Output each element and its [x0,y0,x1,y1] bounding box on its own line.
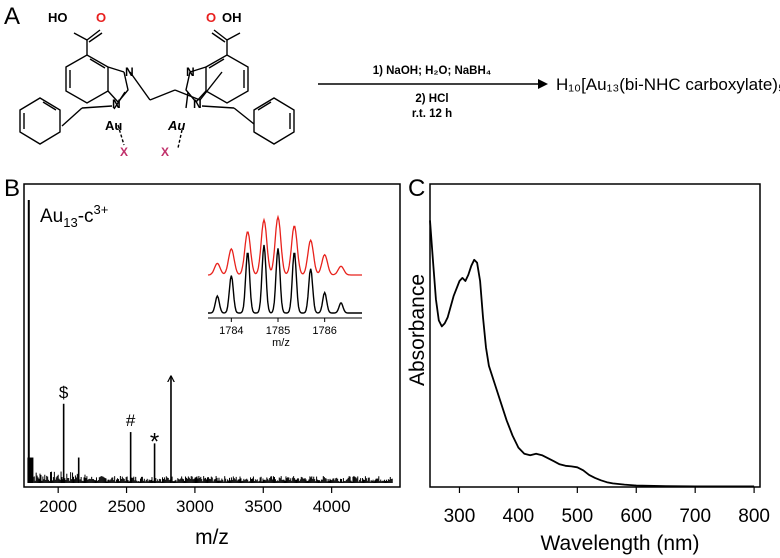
main-peak-label: Au13-c3+ [40,202,108,230]
n-label: N [112,97,121,111]
uv-plot-frame [429,183,761,488]
reaction-arrow [318,79,548,89]
ms-x-tick-label: 2500 [108,497,146,516]
propyl-link [129,71,151,101]
inset-x-tick-label: 1784 [219,325,243,337]
inset-x-tick-label: 1785 [266,325,290,337]
uv-x-tick-label: 500 [561,506,593,527]
ms-x-tick-label: 3500 [244,497,282,516]
left-au-label: Au [105,118,122,133]
panel-label-a: A [4,3,20,30]
uv-x-tick-label: 800 [738,506,770,527]
low-mass-cluster [27,457,34,483]
ms-x-tick-label: 2000 [39,497,77,516]
left-carbene-bond [113,91,126,110]
uv-x-tick-label: 300 [444,506,476,527]
inset-simulated-series [207,214,362,276]
right-benzene-ring [205,54,249,104]
n-label: N [125,65,134,79]
condition-step-3: r.t. 12 h [412,108,452,120]
right-carboxyl-label: OH [222,10,242,25]
ms-x-axis-label: m/z [195,526,229,549]
peak-annotation: ^ [167,372,175,391]
scheme-atom-labels: HO O O OH N N N N Au Au X X [48,10,242,159]
left-benzyl-ring [19,97,61,145]
uv-vis-spectrum [429,220,755,488]
n-label: N [193,97,202,111]
panel-label-b: B [4,175,20,202]
ms-x-tick-label: 3000 [176,497,214,516]
ms-x-tick-label: 4000 [313,497,351,516]
peak-annotation: # [126,411,136,430]
left-carboxyl-label: HO [48,10,68,25]
uv-x-tick-label: 700 [679,506,711,527]
right-x-label: X [161,145,169,159]
panel-label-c: C [408,175,425,202]
reactant-structure [19,29,295,149]
left-au-x-bond [117,124,125,146]
peak-annotation: * [150,428,159,455]
inset-experimental-series [208,244,362,314]
n-label: N [186,65,195,79]
right-oxygen-label: O [206,10,216,25]
ms-plot-area: 2000 2500 3000 3500 4000 $ # * ^ [27,200,393,516]
right-carbene-bond [185,91,189,109]
condition-step-1: 1) NaOH; H₂O; NaBH₄ [373,65,492,77]
right-au-x-bond [177,129,183,149]
inset-x-tick-label: 1786 [312,325,336,337]
left-x-label: X [120,145,128,159]
uv-x-tick-label: 400 [503,506,535,527]
condition-step-2: 2) HCl [415,93,448,105]
left-oxygen-label: O [96,10,106,25]
right-au-label: Au [167,118,185,133]
uv-x-tick-label: 600 [620,506,652,527]
left-benzene-ring [65,54,109,104]
product-formula: H₁₀[Au₁₃(bi-NHC carboxylate)₅Cl₂]³⁺ [556,75,780,94]
right-benzyl-ring [253,97,295,145]
uv-plot-area: 300 400 500 600 700 800 [429,220,770,527]
uv-x-axis-label: Wavelength (nm) [540,532,699,555]
ms-plot-frame [23,183,401,488]
inset-x-axis-label: m/z [272,337,290,349]
peak-annotation: $ [59,383,69,402]
isotope-inset: 1784 1785 1786 m/z [207,214,362,349]
uv-y-axis-label: Absorbance [406,274,429,386]
